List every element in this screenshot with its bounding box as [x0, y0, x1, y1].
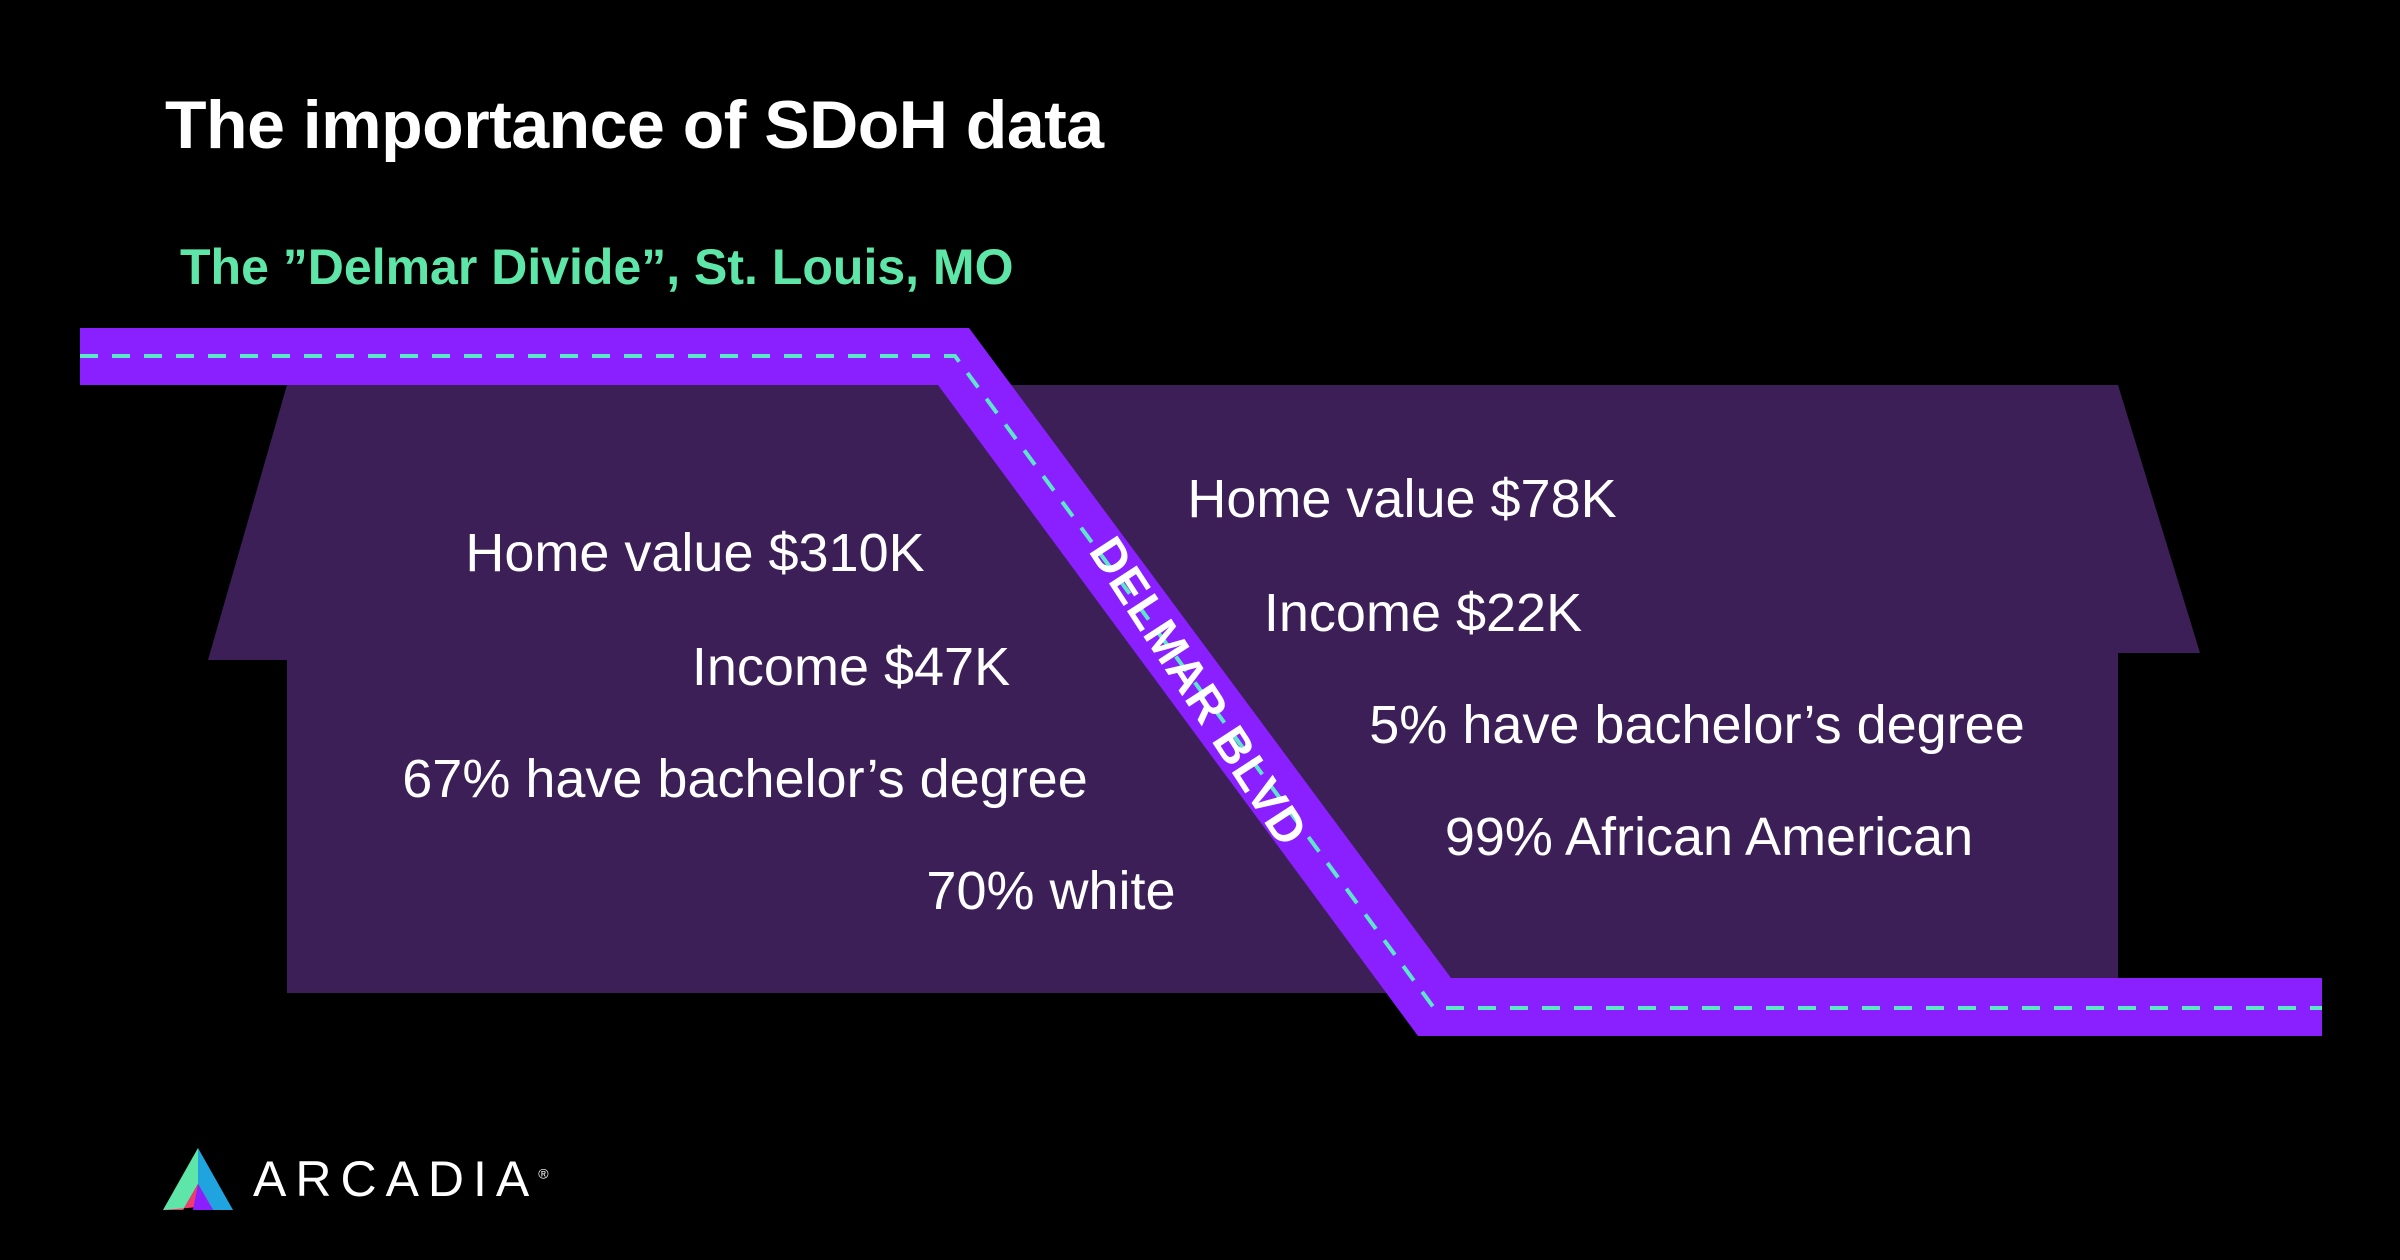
right-home-value: Home value $78K: [1187, 469, 1617, 529]
arcadia-logo-icon: [163, 1148, 233, 1210]
left-income: Income $47K: [691, 637, 1011, 697]
arcadia-logo: ARCADIA®: [163, 1148, 549, 1210]
left-degree: 67% have bachelor’s degree: [402, 749, 1088, 809]
right-degree: 5% have bachelor’s degree: [1369, 695, 2025, 755]
road-center-dash: [80, 354, 2322, 1010]
left-home-value: Home value $310K: [465, 523, 925, 583]
page-subtitle: The ”Delmar Divide”, St. Louis, MO: [180, 239, 1014, 295]
page-title: The importance of SDoH data: [165, 87, 1104, 163]
arcadia-logo-text: ARCADIA®: [253, 1151, 549, 1207]
road-shape: [80, 328, 2322, 1036]
right-income: Income $22K: [1263, 583, 1583, 643]
left-race: 70% white: [926, 861, 1176, 921]
right-race: 99% African American: [1444, 807, 1974, 867]
